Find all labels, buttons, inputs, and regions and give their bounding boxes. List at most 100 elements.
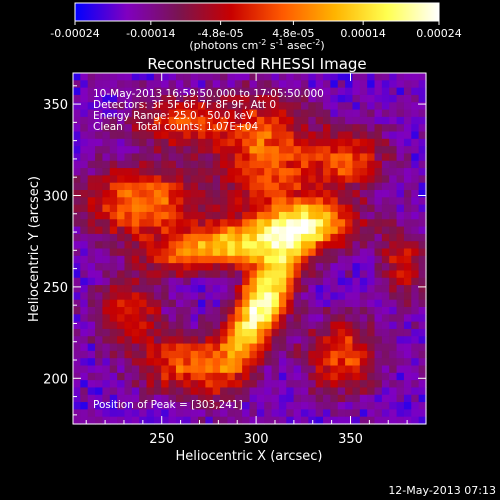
heatmap-cell: [124, 321, 133, 330]
heatmap-cell: [308, 307, 317, 315]
heatmap-cell: [411, 182, 420, 191]
heatmap-cell: [374, 219, 383, 228]
heatmap-cell: [242, 233, 251, 242]
heatmap-cell: [337, 219, 346, 228]
heatmap-cell: [264, 416, 273, 425]
heatmap-cell: [80, 168, 89, 176]
heatmap-cell: [146, 394, 155, 403]
heatmap-cell: [161, 190, 170, 198]
heatmap-cell: [293, 168, 302, 176]
heatmap-cell: [381, 153, 390, 162]
heatmap-cell: [308, 190, 317, 198]
heatmap-cell: [212, 116, 221, 125]
heatmap-cell: [220, 190, 229, 198]
heatmap-cell: [381, 285, 390, 293]
heatmap-cell: [198, 204, 206, 213]
heatmap-cell: [242, 248, 251, 257]
heatmap-cell: [183, 211, 192, 220]
heatmap-cell: [308, 321, 317, 330]
heatmap-cell: [161, 102, 170, 111]
heatmap-cell: [271, 380, 280, 389]
heatmap-cell: [323, 358, 331, 367]
heatmap-cell: [389, 146, 398, 155]
heatmap-cell: [95, 102, 104, 111]
heatmap-cell: [271, 131, 280, 140]
heatmap-cell: [109, 336, 118, 345]
heatmap-cell: [242, 307, 251, 315]
heatmap-cell: [73, 87, 81, 96]
heatmap-cell: [175, 350, 184, 359]
heatmap-cell: [300, 394, 309, 403]
heatmap-cell: [374, 131, 383, 140]
heatmap-cell: [411, 233, 420, 242]
heatmap-cell: [249, 350, 258, 359]
heatmap-cell: [278, 387, 287, 396]
heatmap-cell: [411, 350, 420, 359]
heatmap-cell: [389, 153, 398, 162]
heatmap-cell: [183, 131, 192, 140]
heatmap-cell: [139, 233, 148, 242]
heatmap-cell: [80, 226, 89, 235]
heatmap-cell: [345, 241, 354, 250]
heatmap-cell: [300, 343, 309, 352]
heatmap-cell: [198, 146, 206, 155]
heatmap-cell: [73, 124, 81, 133]
heatmap-cell: [286, 73, 295, 81]
heatmap-cell: [403, 248, 412, 257]
heatmap-cell: [286, 314, 295, 323]
heatmap-cell: [256, 109, 265, 118]
colorbar-tick-label: -4.8e-05: [197, 27, 243, 40]
heatmap-cell: [389, 365, 398, 374]
heatmap-cell: [300, 277, 309, 286]
heatmap-cell: [242, 365, 251, 374]
heatmap-cell: [190, 321, 199, 330]
heatmap-cell: [396, 160, 405, 169]
heatmap-cell: [264, 336, 273, 345]
heatmap-cell: [381, 402, 390, 410]
annotation-clean: Clean Total counts: 1.07E+04: [93, 121, 258, 133]
heatmap-cell: [418, 146, 427, 155]
heatmap-cell: [293, 175, 302, 184]
heatmap-cell: [161, 87, 170, 96]
heatmap-cell: [227, 233, 236, 242]
heatmap-cell: [146, 226, 155, 235]
heatmap-cell: [278, 307, 287, 315]
heatmap-cell: [109, 394, 118, 403]
heatmap-cell: [139, 270, 148, 279]
heatmap-cell: [403, 292, 412, 301]
heatmap-cell: [323, 328, 331, 337]
heatmap-cell: [73, 102, 81, 111]
heatmap-cell: [345, 233, 354, 242]
heatmap-cell: [337, 241, 346, 250]
heatmap-cell: [352, 87, 361, 96]
heatmap-cell: [381, 182, 390, 191]
heatmap-cell: [153, 248, 162, 257]
heatmap-cell: [205, 168, 214, 176]
heatmap-cell: [337, 94, 346, 103]
colorbar-units-exp3: -2: [312, 38, 320, 47]
heatmap-cell: [234, 94, 243, 103]
heatmap-cell: [293, 358, 302, 367]
heatmap-cell: [242, 241, 251, 250]
heatmap-cell: [220, 168, 229, 176]
heatmap-cell: [220, 124, 229, 133]
heatmap-cell: [73, 336, 81, 345]
heatmap-cell: [80, 160, 89, 169]
heatmap-cell: [300, 328, 309, 337]
heatmap-cell: [242, 387, 251, 396]
heatmap-cell: [234, 270, 243, 279]
heatmap-cell: [264, 263, 273, 272]
heatmap-cell: [367, 190, 376, 198]
heatmap-cell: [102, 233, 111, 242]
heatmap-cell: [212, 94, 221, 103]
heatmap-cell: [183, 241, 192, 250]
heatmap-cell: [389, 94, 398, 103]
heatmap-cell: [95, 160, 104, 169]
heatmap-cell: [220, 182, 229, 191]
heatmap-cell: [102, 394, 111, 403]
heatmap-cell: [389, 372, 398, 381]
heatmap-cell: [345, 328, 354, 337]
heatmap-cell: [345, 270, 354, 279]
heatmap-cell: [168, 241, 177, 250]
heatmap-cell: [337, 175, 346, 184]
